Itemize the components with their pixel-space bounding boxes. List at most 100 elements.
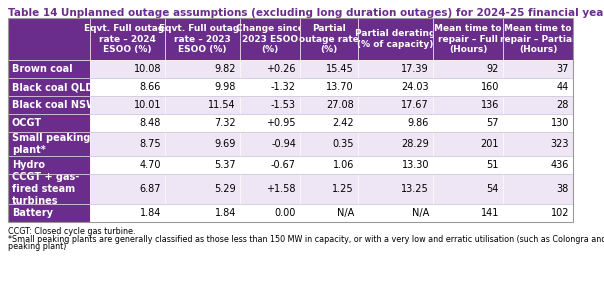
- Bar: [300, 114, 358, 132]
- Text: CCGT: Closed cycle gas turbine.: CCGT: Closed cycle gas turbine.: [8, 227, 135, 236]
- Text: 10.08: 10.08: [133, 64, 161, 74]
- Text: 7.32: 7.32: [214, 118, 236, 128]
- Bar: [358, 174, 433, 204]
- Text: Brown coal: Brown coal: [12, 64, 72, 74]
- Text: 27.08: 27.08: [326, 100, 354, 110]
- Text: *Small peaking plants are generally classified as those less than 150 MW in capa: *Small peaking plants are generally clas…: [8, 235, 604, 244]
- Text: 11.54: 11.54: [208, 100, 236, 110]
- Text: -1.53: -1.53: [271, 100, 296, 110]
- Bar: [90, 96, 165, 114]
- Bar: [503, 60, 573, 78]
- Bar: [358, 204, 433, 222]
- Text: 8.66: 8.66: [140, 82, 161, 92]
- Bar: [300, 174, 358, 204]
- Bar: [90, 60, 165, 78]
- Bar: [8, 132, 90, 156]
- Text: 4.70: 4.70: [140, 160, 161, 170]
- Bar: [165, 60, 240, 78]
- Text: peaking plant): peaking plant): [8, 242, 66, 251]
- Text: Partial derating
(% of capacity): Partial derating (% of capacity): [355, 29, 435, 49]
- Bar: [90, 156, 165, 174]
- Bar: [503, 78, 573, 96]
- Bar: [240, 60, 300, 78]
- Bar: [503, 156, 573, 174]
- Bar: [503, 204, 573, 222]
- Text: 141: 141: [481, 208, 499, 218]
- Bar: [90, 132, 165, 156]
- Text: OCGT: OCGT: [12, 118, 42, 128]
- Bar: [300, 60, 358, 78]
- Text: 28.29: 28.29: [401, 139, 429, 149]
- Text: 13.25: 13.25: [401, 184, 429, 194]
- Text: 57: 57: [486, 118, 499, 128]
- Bar: [240, 156, 300, 174]
- Text: -0.67: -0.67: [271, 160, 296, 170]
- Bar: [433, 132, 503, 156]
- Bar: [358, 60, 433, 78]
- Text: N/A: N/A: [412, 208, 429, 218]
- Bar: [240, 78, 300, 96]
- Bar: [8, 96, 90, 114]
- Bar: [503, 114, 573, 132]
- Bar: [90, 114, 165, 132]
- Bar: [165, 204, 240, 222]
- Bar: [300, 156, 358, 174]
- Bar: [90, 18, 165, 60]
- Bar: [240, 204, 300, 222]
- Bar: [433, 174, 503, 204]
- Text: 323: 323: [550, 139, 569, 149]
- Bar: [165, 132, 240, 156]
- Text: 13.30: 13.30: [402, 160, 429, 170]
- Text: 13.70: 13.70: [326, 82, 354, 92]
- Bar: [8, 18, 573, 222]
- Text: 0.35: 0.35: [332, 139, 354, 149]
- Text: 28: 28: [557, 100, 569, 110]
- Bar: [300, 78, 358, 96]
- Bar: [165, 78, 240, 96]
- Text: Black coal QLD: Black coal QLD: [12, 82, 94, 92]
- Text: 2.42: 2.42: [332, 118, 354, 128]
- Bar: [433, 96, 503, 114]
- Text: 51: 51: [487, 160, 499, 170]
- Text: Mean time to
repair – Partial
(Hours): Mean time to repair – Partial (Hours): [500, 24, 576, 54]
- Bar: [90, 204, 165, 222]
- Bar: [240, 174, 300, 204]
- Bar: [165, 174, 240, 204]
- Text: -1.32: -1.32: [271, 82, 296, 92]
- Bar: [165, 96, 240, 114]
- Text: 17.67: 17.67: [401, 100, 429, 110]
- Bar: [240, 18, 300, 60]
- Text: Unplanned outage assumptions (excluding long duration outages) for 2024-25 finan: Unplanned outage assumptions (excluding …: [50, 8, 604, 18]
- Text: Eqvt. Full outage
rate – 2024
ESOO (%): Eqvt. Full outage rate – 2024 ESOO (%): [85, 24, 171, 54]
- Text: +0.95: +0.95: [266, 118, 296, 128]
- Bar: [165, 114, 240, 132]
- Bar: [300, 18, 358, 60]
- Bar: [8, 156, 90, 174]
- Text: 160: 160: [481, 82, 499, 92]
- Text: 102: 102: [550, 208, 569, 218]
- Text: +1.58: +1.58: [266, 184, 296, 194]
- Text: Hydro: Hydro: [12, 160, 45, 170]
- Text: 54: 54: [487, 184, 499, 194]
- Bar: [8, 204, 90, 222]
- Bar: [8, 18, 90, 60]
- Bar: [503, 132, 573, 156]
- Text: 436: 436: [551, 160, 569, 170]
- Bar: [503, 174, 573, 204]
- Text: 9.98: 9.98: [214, 82, 236, 92]
- Text: Table 14: Table 14: [8, 8, 57, 18]
- Bar: [358, 156, 433, 174]
- Text: 1.06: 1.06: [333, 160, 354, 170]
- Bar: [8, 60, 90, 78]
- Text: 44: 44: [557, 82, 569, 92]
- Text: -0.94: -0.94: [271, 139, 296, 149]
- Bar: [240, 96, 300, 114]
- Bar: [358, 96, 433, 114]
- Text: 38: 38: [557, 184, 569, 194]
- Text: 5.37: 5.37: [214, 160, 236, 170]
- Text: Mean time to
repair – Full
(Hours): Mean time to repair – Full (Hours): [434, 24, 502, 54]
- Bar: [433, 156, 503, 174]
- Bar: [165, 156, 240, 174]
- Bar: [433, 114, 503, 132]
- Text: 130: 130: [551, 118, 569, 128]
